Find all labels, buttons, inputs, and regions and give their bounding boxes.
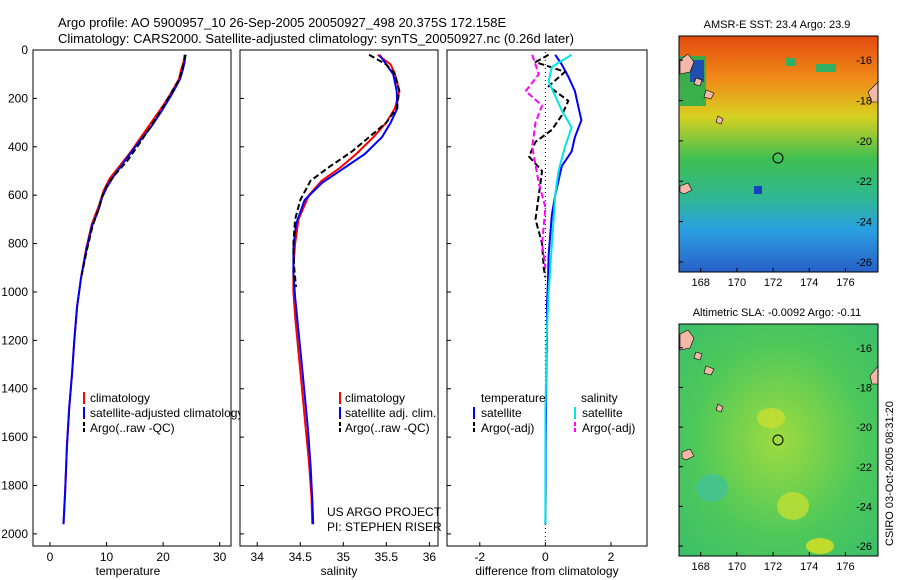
- legend-label-temp-satellite: satellite: [481, 406, 522, 420]
- series-line-argo-adj-salinity: [524, 54, 547, 268]
- temperature-panel: 0 10 20 30 0 200 400 600 800 1000 1200 1400 1600 1800…: [1, 43, 243, 578]
- x-tick-label: 35: [337, 550, 351, 564]
- y-tick-label: -18: [856, 382, 872, 394]
- x-tick-label: 172: [764, 277, 782, 289]
- legend-label-argo: Argo(..raw -QC): [345, 421, 430, 435]
- x-tick-label: 174: [800, 277, 818, 289]
- series-line-argo-adj-temperature: [528, 53, 570, 278]
- sla-map-panel: Altimetric SLA: -0.0092 Argo: -0.11 168 1…: [678, 307, 879, 573]
- x-tick-label: 34: [251, 550, 265, 564]
- sst-green-patch: [786, 58, 796, 66]
- y-tick-label: -22: [856, 176, 872, 188]
- sla-high-patch: [806, 538, 834, 554]
- legend-label-climatology: climatology: [90, 391, 150, 405]
- timestamp-stamp: CSIRO 03-Oct-2005 08:31:20: [884, 401, 896, 546]
- sla-field: [679, 324, 878, 556]
- difference-panel: -2 0 2 temperature satellite Argo(-adj) sa…: [446, 49, 648, 578]
- footer-pi: PI: STEPHEN RISER: [327, 520, 442, 534]
- sst-map-panel: AMSR-E SST: 23.4 Argo: 23.9 168 170 172 174…: [678, 19, 879, 289]
- y-tick-label: 1400: [1, 382, 28, 396]
- y-tick-label: -16: [856, 343, 872, 355]
- figure-title-line-1: Argo profile: AO 5900957_10 26-Sep-2005 …: [58, 15, 506, 30]
- y-tick-label: 1600: [1, 430, 28, 444]
- legend-title-salinity: salinity: [581, 391, 618, 405]
- y-tick-label: -18: [856, 96, 872, 108]
- sla-map-frame: [678, 323, 879, 557]
- legend-title-temperature: temperature: [481, 391, 546, 405]
- y-tick-label: 1000: [1, 285, 28, 299]
- y-tick-label: 200: [8, 91, 28, 105]
- legend-label-argo: Argo(..raw -QC): [90, 421, 175, 435]
- y-tick-label: -26: [856, 257, 872, 269]
- x-tick-label: 170: [728, 561, 746, 573]
- temperature-xlabel: temperature: [96, 564, 161, 578]
- y-tick-label: -24: [856, 501, 872, 513]
- sst-cold-patch: [690, 60, 704, 82]
- salinity-legend: climatology satellite adj. clim. Argo(..…: [339, 391, 436, 435]
- x-tick-label: 36: [423, 550, 437, 564]
- y-tick-label: 600: [8, 188, 28, 202]
- sst-map-title: AMSR-E SST: 23.4 Argo: 23.9: [704, 19, 851, 31]
- coastline-islands: [679, 53, 879, 195]
- x-tick-label: 10: [100, 550, 114, 564]
- y-tick-label: 1200: [1, 333, 28, 347]
- x-tick-label: 30: [213, 550, 227, 564]
- legend-label-sal-satellite: satellite: [582, 406, 623, 420]
- y-tick-label: -20: [856, 422, 872, 434]
- sla-high-patch: [757, 408, 785, 428]
- y-tick-label: -20: [856, 136, 872, 148]
- y-tick-label: -16: [856, 55, 872, 67]
- coastline-islands: [679, 329, 879, 461]
- x-tick-label: 176: [836, 561, 854, 573]
- argo-position-marker: [772, 152, 784, 164]
- figure-title-line-2: Climatology: CARS2000. Satellite-adjuste…: [58, 31, 574, 46]
- salinity-xlabel: salinity: [321, 564, 358, 578]
- y-tick-label: 800: [8, 237, 28, 251]
- sla-low-patch: [696, 474, 728, 502]
- legend-label-satellite: satellite adj. clim.: [345, 406, 436, 420]
- x-tick-label: -2: [474, 550, 485, 564]
- series-line-argo-raw-qc: [292, 53, 401, 288]
- x-tick-label: 170: [728, 277, 746, 289]
- y-tick-label: 1800: [1, 479, 28, 493]
- temperature-legend: climatology satellite-adjusted climatolo…: [83, 391, 243, 435]
- temperature-plot-frame: [32, 49, 232, 547]
- sla-map-title: Altimetric SLA: -0.0092 Argo: -0.11: [693, 307, 862, 319]
- y-tick-label: 2000: [1, 527, 28, 541]
- sst-green-patch: [816, 64, 836, 72]
- salinity-plot-frame: [239, 49, 439, 547]
- series-line-satellite-salinity: [544, 53, 573, 525]
- legend-label-satellite: satellite-adjusted climatology: [90, 406, 243, 420]
- legend-label-temp-argo: Argo(-adj): [481, 421, 534, 435]
- footer-project: US ARGO PROJECT: [327, 505, 442, 519]
- legend-label-sal-argo: Argo(-adj): [582, 421, 635, 435]
- y-tick-label: -22: [856, 462, 872, 474]
- legend-label-climatology: climatology: [345, 391, 405, 405]
- argo-position-marker: [772, 434, 784, 446]
- y-tick-label: 400: [8, 140, 28, 154]
- x-tick-label: 34.5: [289, 550, 313, 564]
- x-tick-label: 20: [156, 550, 170, 564]
- difference-xlabel: difference from climatology: [475, 564, 618, 578]
- y-tick-label: 0: [21, 43, 28, 57]
- x-tick-label: 168: [692, 561, 710, 573]
- series-line-argo-raw-qc: [80, 54, 187, 276]
- x-tick-label: 0: [542, 550, 549, 564]
- difference-legend: temperature satellite Argo(-adj) salinit…: [473, 391, 635, 435]
- x-tick-label: 0: [47, 550, 54, 564]
- x-tick-label: 35.5: [375, 550, 399, 564]
- x-tick-label: 168: [692, 277, 710, 289]
- x-tick-label: 2: [608, 550, 615, 564]
- sst-map-frame: [678, 35, 879, 273]
- sst-cold-pixel: [754, 186, 762, 194]
- salinity-panel: 34 34.5 35 35.5 36 climatology satellite adj…: [239, 49, 442, 578]
- y-tick-label: -26: [856, 541, 872, 553]
- sla-high-patch: [777, 492, 809, 520]
- x-tick-label: 174: [800, 561, 818, 573]
- x-tick-label: 172: [764, 561, 782, 573]
- sst-field: [679, 36, 878, 272]
- y-tick-label: -24: [856, 217, 872, 229]
- x-tick-label: 176: [836, 277, 854, 289]
